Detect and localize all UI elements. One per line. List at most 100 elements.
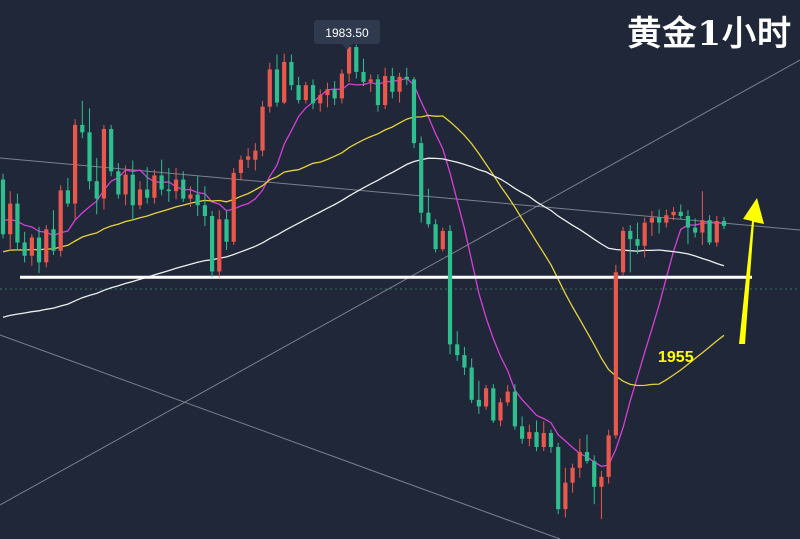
candle-body [375,79,381,106]
candle-body [267,69,272,107]
candle [274,54,280,107]
candle-body [274,69,280,103]
candle-body [318,95,323,104]
candle [721,216,727,230]
candle [556,442,561,515]
candle-body [87,132,92,182]
candle-body [476,399,481,407]
candle [22,231,27,263]
candle [491,384,496,424]
candle-body [671,211,676,216]
candle [303,81,308,104]
candle-body [628,230,633,240]
candle-body [649,217,654,223]
candle [664,209,669,228]
trendlines [0,59,800,539]
trendline-falling [0,334,561,539]
candle [73,119,78,220]
candle [188,186,193,207]
candle [462,346,467,375]
candle-body [606,435,611,477]
candle [166,167,171,202]
candle-body [411,79,417,144]
candle [649,211,654,236]
candle-body [483,388,489,407]
candle [433,219,438,253]
candle-body [130,174,135,206]
candle-body [426,212,431,225]
candle [419,136,424,223]
candle-body [440,230,445,250]
candle-body [15,203,20,243]
candle [0,173,6,239]
candle [613,264,618,439]
candle [657,209,662,234]
candle [404,67,409,86]
candle-body [664,215,669,223]
candle-body [325,89,330,96]
candle [534,420,539,452]
candle-body [721,220,727,226]
candle [346,41,352,82]
candle [202,186,207,226]
candle [260,100,265,157]
candle-body [253,150,258,160]
candle [599,471,604,520]
candle [325,82,330,108]
candle [620,226,626,276]
candle [36,226,42,274]
high-price-label-box [314,20,380,44]
candle-body [714,220,719,243]
candle-body [685,216,691,228]
candle [606,429,611,484]
candle [635,222,640,255]
candle-body [260,106,265,151]
candle-body [599,476,604,487]
candle-body [678,211,683,216]
candle-body [613,272,618,436]
candle-body [116,171,121,195]
candle-body [491,388,496,421]
candle [397,72,402,103]
candle-body [36,237,42,263]
up-arrow-icon [739,198,764,344]
candle-body [8,203,13,235]
candle-body [404,76,409,80]
candle [173,167,179,200]
candle-body [361,71,366,82]
candle-body [368,79,373,82]
candle [217,210,222,278]
candle-body [339,73,344,99]
high-price-label-pointer [342,44,352,50]
candle [209,211,215,278]
candle [383,67,388,110]
candle-body [188,194,193,199]
candle [29,234,34,266]
candle [332,81,337,106]
support-level-label: 1955 [658,349,694,366]
high-price-label: 1983.50 [325,26,369,40]
candle-body [123,174,128,195]
candle [685,210,691,245]
candle [447,225,453,355]
candle-body [181,179,186,199]
candle-body [397,76,402,92]
candle-body [592,461,597,487]
candle-body [700,220,705,233]
candle-body [231,172,236,242]
ma-slow-line [2,157,725,318]
candle-body [282,61,287,103]
candle [51,210,56,255]
candle [296,76,301,104]
candle [231,167,236,245]
candle [289,54,294,91]
candle [426,188,431,228]
candle [693,218,698,238]
candle [8,191,13,251]
candle-body [520,426,525,439]
candle-body [433,224,438,250]
candle [707,215,712,245]
candle [15,193,20,251]
candle [152,169,157,204]
